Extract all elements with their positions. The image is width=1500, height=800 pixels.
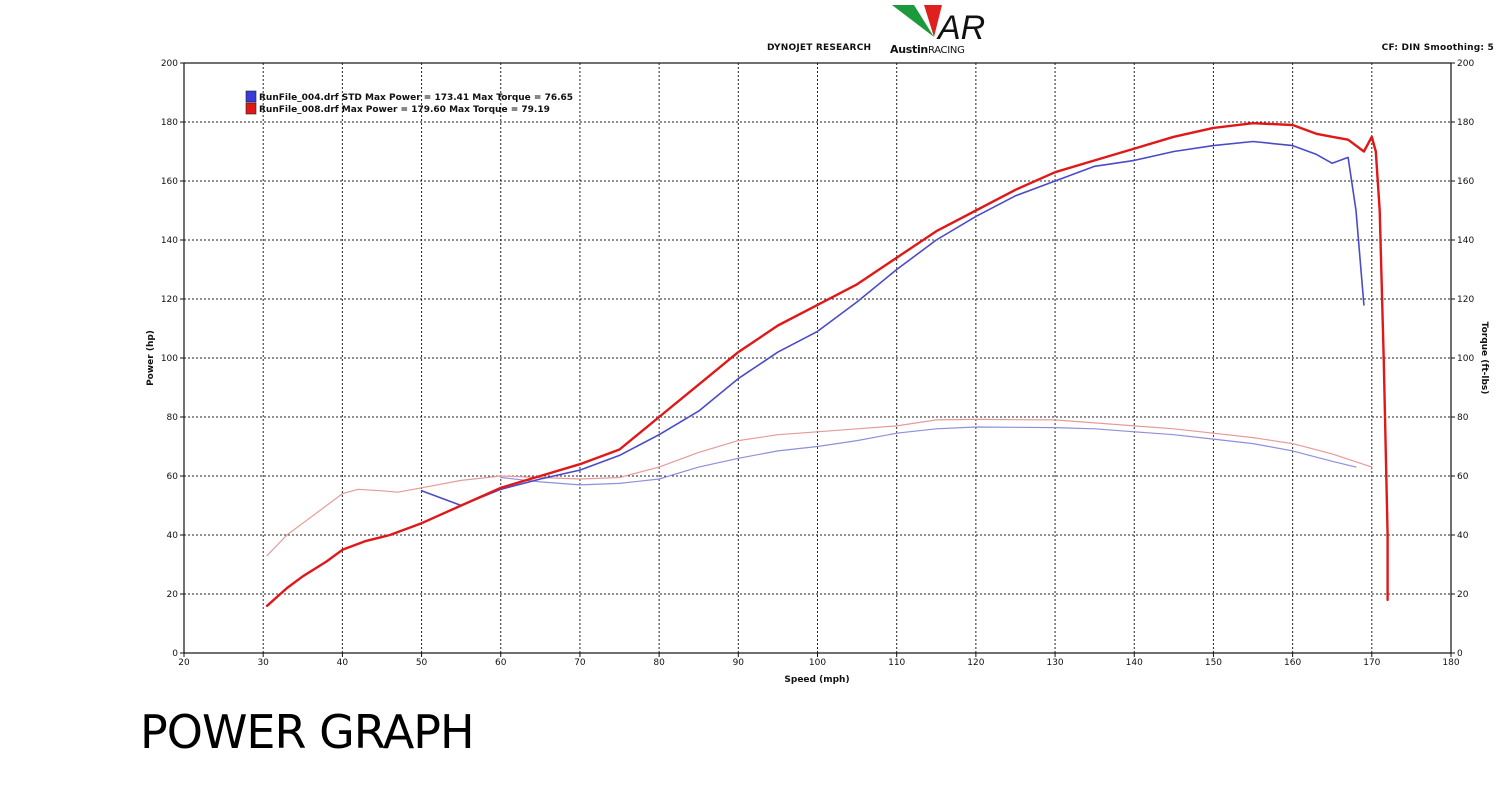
power-torque-chart: 20 30 40 50 60 70 80 90 100 110 120 130 140 150 160 170… bbox=[146, 59, 1489, 685]
x-tick-label: 50 bbox=[416, 658, 428, 668]
y2-tick-label: 180 bbox=[1457, 118, 1474, 128]
x-tick-label: 40 bbox=[337, 658, 349, 668]
logo-brand: Austin bbox=[890, 43, 928, 56]
x-tick-label: 170 bbox=[1363, 658, 1380, 668]
series-line-torque-run004 bbox=[500, 426, 1357, 486]
y2-tick-label: 20 bbox=[1457, 590, 1469, 600]
y2-tick-label: 0 bbox=[1457, 649, 1463, 659]
x-tick-label: 140 bbox=[1126, 658, 1143, 668]
x-tick-label: 120 bbox=[967, 658, 984, 668]
x-tick-label: 60 bbox=[495, 658, 507, 668]
logo-mark: AR bbox=[936, 9, 985, 47]
page-caption: POWER GRAPH bbox=[140, 705, 475, 759]
legend-label: RunFile_008.drf Max Power = 179.60 Max T… bbox=[259, 105, 550, 115]
x-tick-label: 80 bbox=[653, 658, 665, 668]
y2-tick-label: 100 bbox=[1457, 354, 1474, 364]
y2-tick-label: 40 bbox=[1457, 531, 1469, 541]
y-tick-label: 60 bbox=[167, 472, 179, 482]
grid bbox=[184, 63, 1451, 653]
y2-tick-label: 120 bbox=[1457, 295, 1474, 305]
y2-tick-label: 60 bbox=[1457, 472, 1469, 482]
x-tick-label: 110 bbox=[888, 658, 905, 668]
y-axis-title: Power (hp) bbox=[146, 330, 156, 386]
x-tick-label: 100 bbox=[809, 658, 826, 668]
legend-swatch bbox=[245, 90, 257, 103]
x-tick-label: 30 bbox=[257, 658, 269, 668]
y2-tick-labels: 0 20 40 60 80 100 120 140 160 180 200 bbox=[1451, 59, 1474, 659]
x-tick-label: 160 bbox=[1284, 658, 1301, 668]
x-tick-label: 70 bbox=[574, 658, 586, 668]
torque-lines bbox=[266, 418, 1373, 557]
x-tick-labels: 20 30 40 50 60 70 80 90 100 110 120 130 140 150 160 170… bbox=[178, 653, 1460, 668]
series-line-power-run008 bbox=[265, 122, 1389, 607]
y-tick-label: 20 bbox=[167, 590, 179, 600]
power-lines bbox=[265, 122, 1389, 607]
series-line-power-run004 bbox=[420, 140, 1365, 507]
y-tick-label: 160 bbox=[161, 177, 178, 187]
dyno-label: DYNOJET RESEARCH bbox=[767, 43, 872, 53]
x-axis-title: Speed (mph) bbox=[784, 675, 849, 685]
series-line-torque-run008 bbox=[266, 418, 1373, 557]
legend: RunFile_004.drf STD Max Power = 173.41 M… bbox=[245, 90, 573, 115]
x-tick-label: 90 bbox=[733, 658, 745, 668]
x-tick-label: 150 bbox=[1205, 658, 1222, 668]
y2-tick-label: 80 bbox=[1457, 413, 1469, 423]
y-tick-label: 0 bbox=[172, 649, 178, 659]
logo-wordmark: AustinRACING bbox=[890, 43, 965, 56]
y-tick-label: 120 bbox=[161, 295, 178, 305]
y-tick-label: 200 bbox=[161, 59, 178, 69]
y-tick-label: 100 bbox=[161, 354, 178, 364]
legend-swatch bbox=[245, 102, 257, 115]
logo-suffix: RACING bbox=[927, 45, 965, 56]
y-tick-label: 40 bbox=[167, 531, 179, 541]
x-tick-label: 130 bbox=[1046, 658, 1063, 668]
y2-tick-label: 160 bbox=[1457, 177, 1474, 187]
y-tick-label: 180 bbox=[161, 118, 178, 128]
y2-tick-label: 200 bbox=[1457, 59, 1474, 69]
austin-racing-logo: AR bbox=[892, 5, 985, 47]
x-tick-label: 20 bbox=[178, 658, 190, 668]
y2-axis-title: Torque (ft-lbs) bbox=[1479, 322, 1489, 395]
y2-tick-label: 140 bbox=[1457, 236, 1474, 246]
legend-label: RunFile_004.drf STD Max Power = 173.41 M… bbox=[259, 93, 573, 103]
x-tick-label: 180 bbox=[1442, 658, 1459, 668]
y-tick-labels: 0 20 40 60 80 100 120 140 160 180 200 bbox=[161, 59, 184, 659]
y-tick-label: 80 bbox=[167, 413, 179, 423]
y-tick-label: 140 bbox=[161, 236, 178, 246]
settings-label: CF: DIN Smoothing: 5 bbox=[1381, 43, 1494, 53]
logo-white-wedge bbox=[914, 5, 934, 37]
